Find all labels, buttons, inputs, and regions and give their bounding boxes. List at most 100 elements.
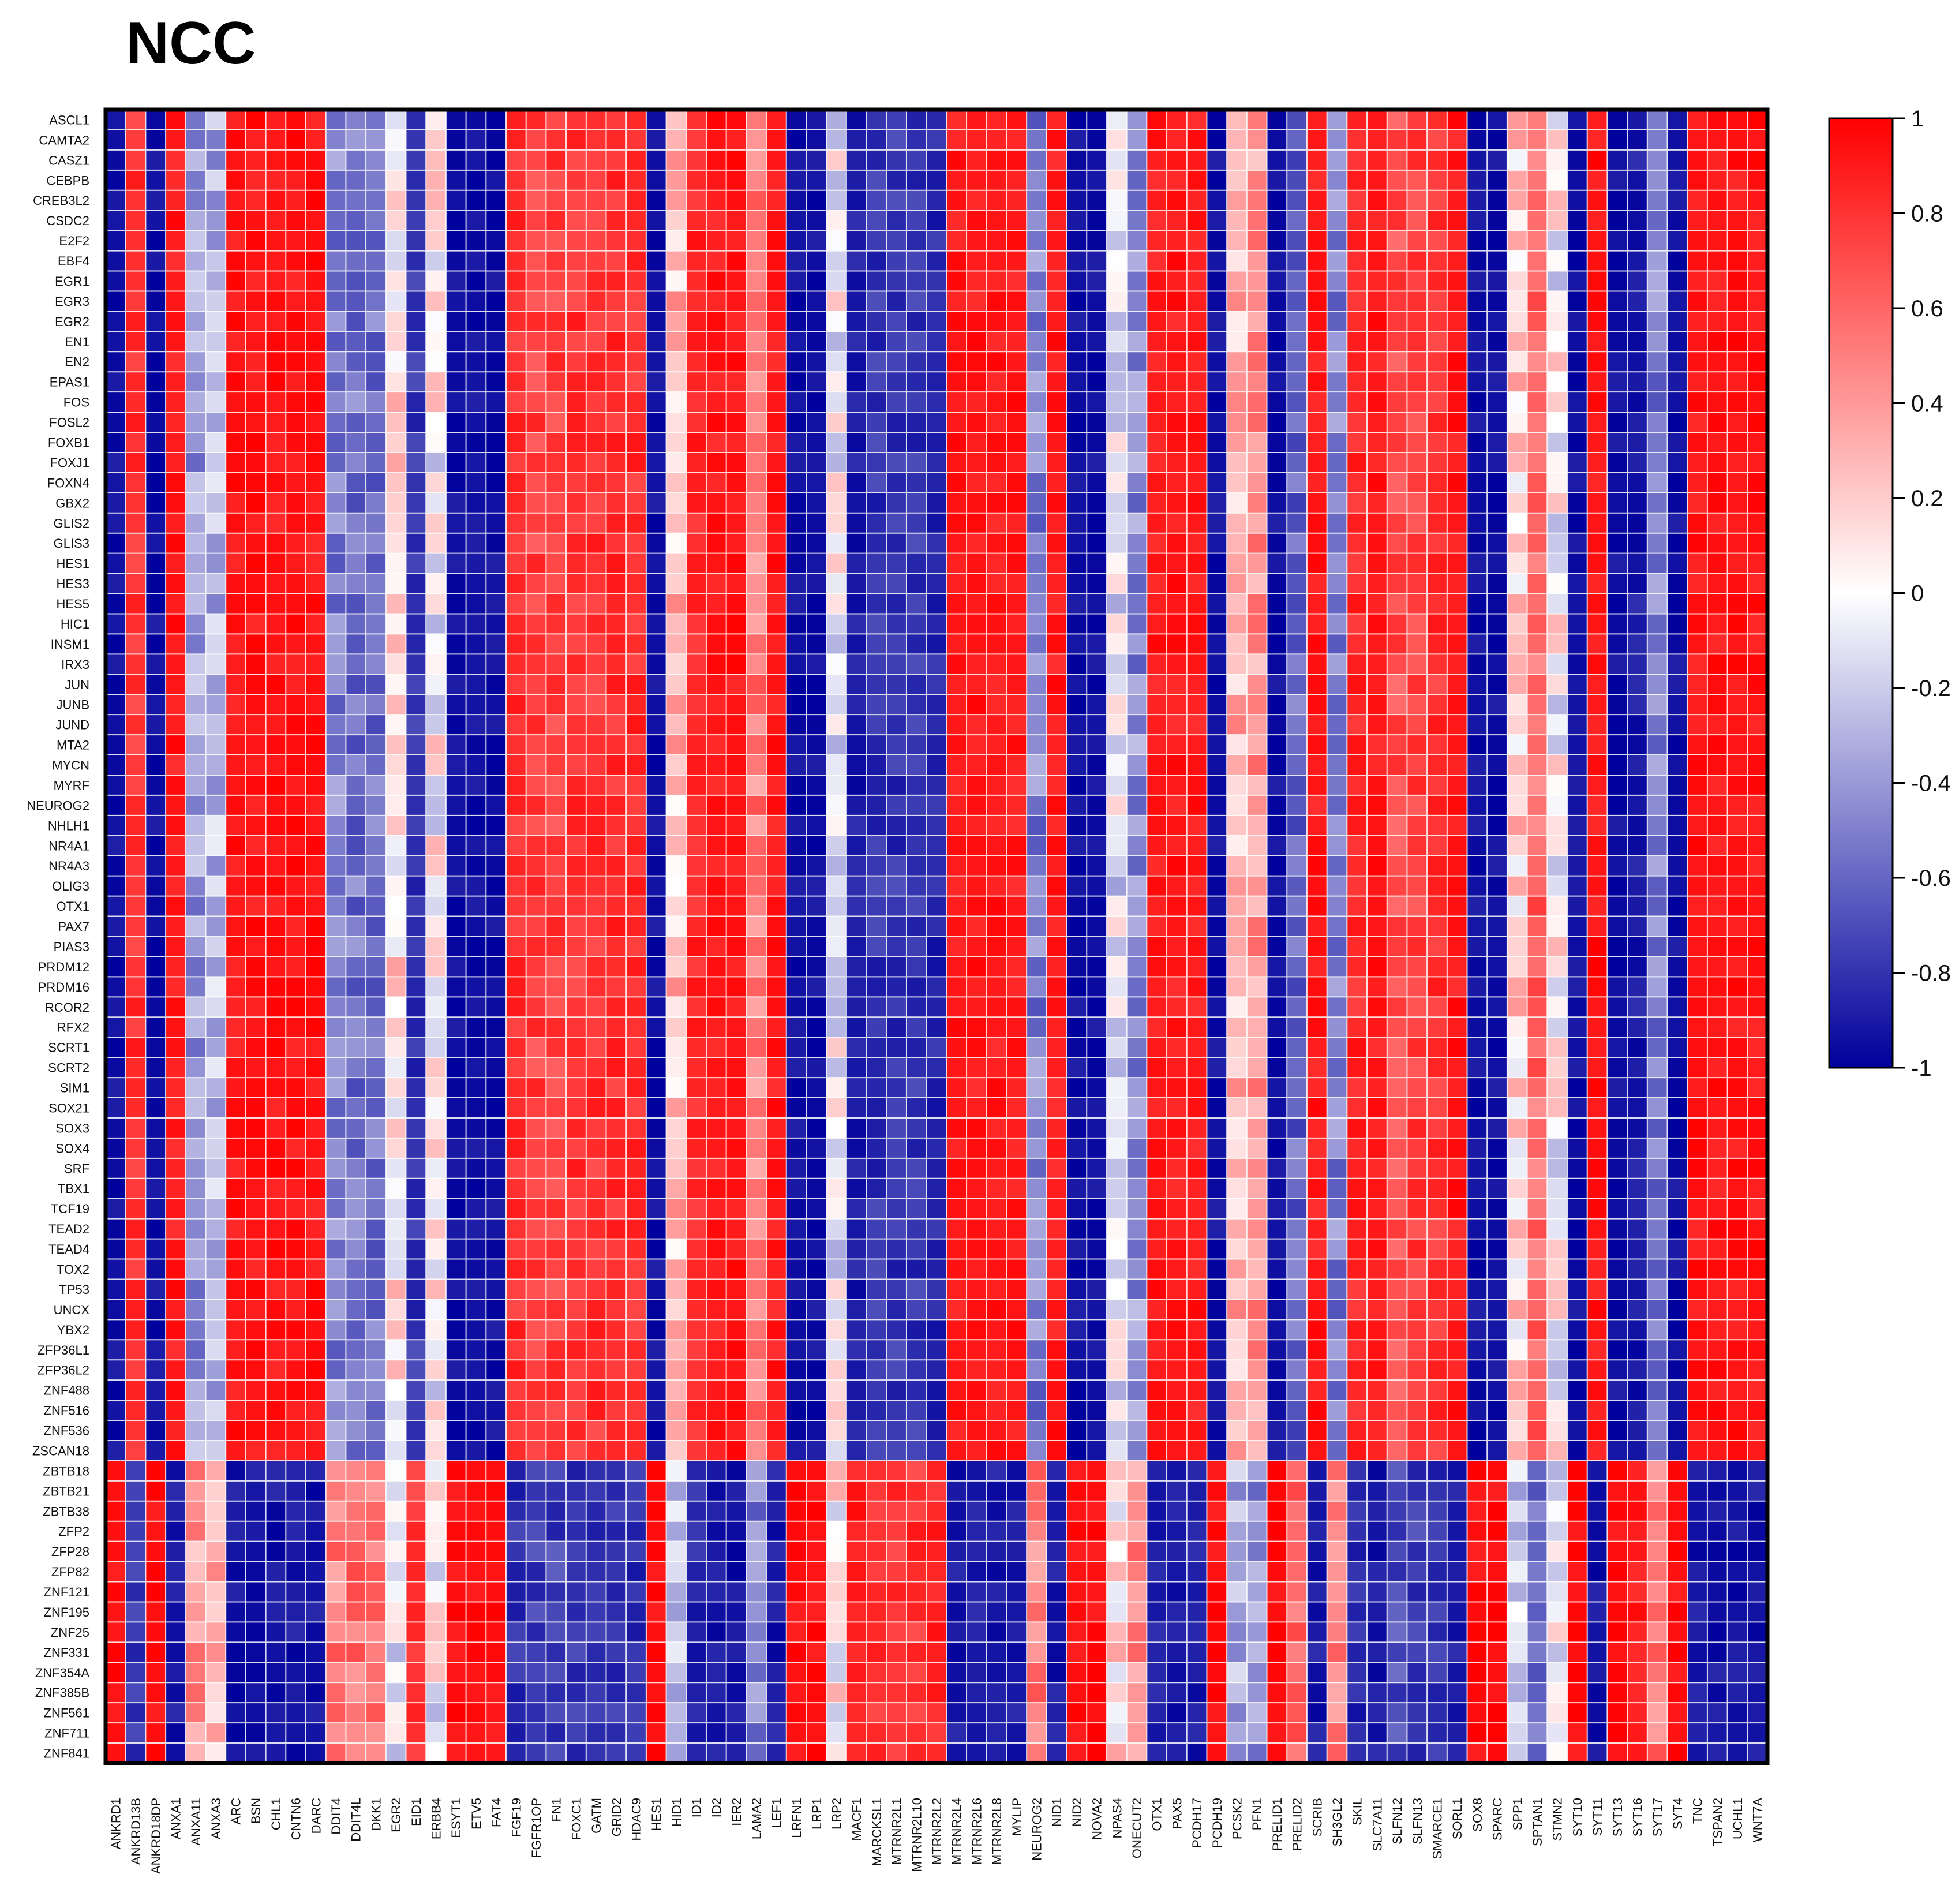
heatmap-cell: [746, 1198, 767, 1220]
heatmap-cell: [1347, 250, 1368, 272]
heatmap-cell: [1006, 271, 1027, 292]
heatmap-cell: [325, 149, 346, 171]
heatmap-cell: [546, 936, 567, 957]
heatmap-cell: [346, 855, 366, 877]
heatmap-cell: [526, 997, 546, 1018]
heatmap-cell: [505, 654, 527, 675]
heatmap-cell: [886, 452, 907, 473]
heatmap-cell: [1527, 1299, 1548, 1320]
heatmap-cell: [1607, 1098, 1628, 1119]
heatmap-cell: [1227, 492, 1248, 514]
heatmap-cell: [726, 210, 747, 231]
heatmap-cell: [1027, 110, 1047, 130]
heatmap-cell: [1306, 936, 1328, 957]
heatmap-cell: [1507, 170, 1528, 191]
heatmap-cell: [1046, 1037, 1067, 1058]
heatmap-cell: [1407, 956, 1428, 977]
heatmap-cell: [1267, 654, 1287, 675]
heatmap-cell: [1667, 351, 1688, 372]
heatmap-cell: [1487, 634, 1508, 654]
heatmap-cell: [1227, 210, 1248, 231]
heatmap-cell: [706, 1098, 727, 1119]
heatmap-cell: [1246, 372, 1268, 392]
heatmap-cell: [706, 392, 727, 413]
heatmap-cell: [305, 715, 327, 735]
heatmap-cell: [706, 1279, 727, 1300]
heatmap-cell: [1687, 250, 1708, 272]
heatmap-cell: [1227, 654, 1248, 675]
heatmap-cell: [286, 492, 306, 514]
heatmap-cell: [746, 997, 767, 1018]
heatmap-cell: [986, 1299, 1007, 1320]
heatmap-cell: [886, 1117, 907, 1139]
heatmap-cell: [1547, 1239, 1568, 1260]
heatmap-cell: [546, 1057, 567, 1078]
heatmap-cell: [1567, 149, 1588, 171]
heatmap-cell: [1627, 1259, 1648, 1280]
heatmap-cell: [1727, 1259, 1748, 1280]
heatmap-cell: [325, 956, 346, 977]
heatmap-cell: [1046, 492, 1067, 514]
heatmap-cell: [1747, 472, 1768, 493]
heatmap-cell: [1347, 775, 1368, 796]
heatmap-cell: [286, 815, 306, 836]
heatmap-cell: [245, 1158, 267, 1179]
heatmap-cell: [486, 775, 507, 796]
heatmap-cell: [686, 916, 707, 937]
heatmap-cell: [1647, 553, 1668, 574]
heatmap-cell: [726, 694, 747, 715]
heatmap-cell: [1267, 331, 1287, 352]
heatmap-cell: [1186, 1198, 1208, 1220]
heatmap-cell: [806, 855, 827, 877]
heatmap-cell: [486, 492, 507, 514]
heatmap-cell: [1687, 432, 1708, 453]
heatmap-cell: [1027, 1178, 1047, 1199]
heatmap-cell: [1407, 170, 1428, 191]
heatmap-cell: [1167, 1299, 1188, 1320]
heatmap-cell: [666, 936, 687, 957]
heatmap-cell: [1347, 715, 1368, 735]
heatmap-cell: [1066, 190, 1087, 211]
heatmap-cell: [1306, 755, 1328, 776]
heatmap-cell: [185, 1138, 207, 1159]
heatmap-cell: [1507, 1138, 1528, 1159]
heatmap-cell: [1227, 351, 1248, 372]
heatmap-cell: [1747, 190, 1768, 211]
heatmap-cell: [125, 311, 146, 332]
heatmap-cell: [1126, 654, 1147, 675]
heatmap-cell: [486, 472, 507, 493]
heatmap-cell: [1147, 170, 1167, 191]
heatmap-cell: [1727, 694, 1748, 715]
heatmap-cell: [946, 271, 967, 292]
heatmap-cell: [986, 1017, 1007, 1038]
heatmap-cell: [366, 1299, 387, 1320]
heatmap-cell: [1607, 956, 1628, 977]
heatmap-cell: [1186, 190, 1208, 211]
heatmap-cell: [1006, 1138, 1027, 1159]
heatmap-cell: [926, 250, 947, 272]
heatmap-cell: [1367, 210, 1388, 231]
heatmap-cell: [1487, 855, 1508, 877]
heatmap-cell: [1087, 513, 1107, 534]
heatmap-cell: [385, 1017, 407, 1038]
heatmap-cell: [406, 977, 426, 997]
heatmap-cell: [1667, 311, 1688, 332]
heatmap-cell: [1347, 896, 1368, 917]
heatmap-cell: [1287, 110, 1308, 130]
heatmap-cell: [1507, 1299, 1528, 1320]
heatmap-cell: [1727, 1178, 1748, 1199]
heatmap-cell: [1347, 1138, 1368, 1159]
heatmap-cell: [1627, 129, 1648, 151]
heatmap-cell: [145, 593, 166, 615]
heatmap-cell: [1587, 271, 1608, 292]
heatmap-cell: [505, 815, 527, 836]
heatmap-cell: [185, 1117, 207, 1139]
heatmap-cell: [686, 271, 707, 292]
heatmap-cell: [346, 1319, 366, 1340]
heatmap-cell: [1126, 956, 1147, 977]
heatmap-cell: [366, 1178, 387, 1199]
heatmap-cell: [1487, 533, 1508, 554]
heatmap-cell: [205, 835, 226, 856]
heatmap-cell: [1727, 271, 1748, 292]
heatmap-cell: [1647, 614, 1668, 635]
